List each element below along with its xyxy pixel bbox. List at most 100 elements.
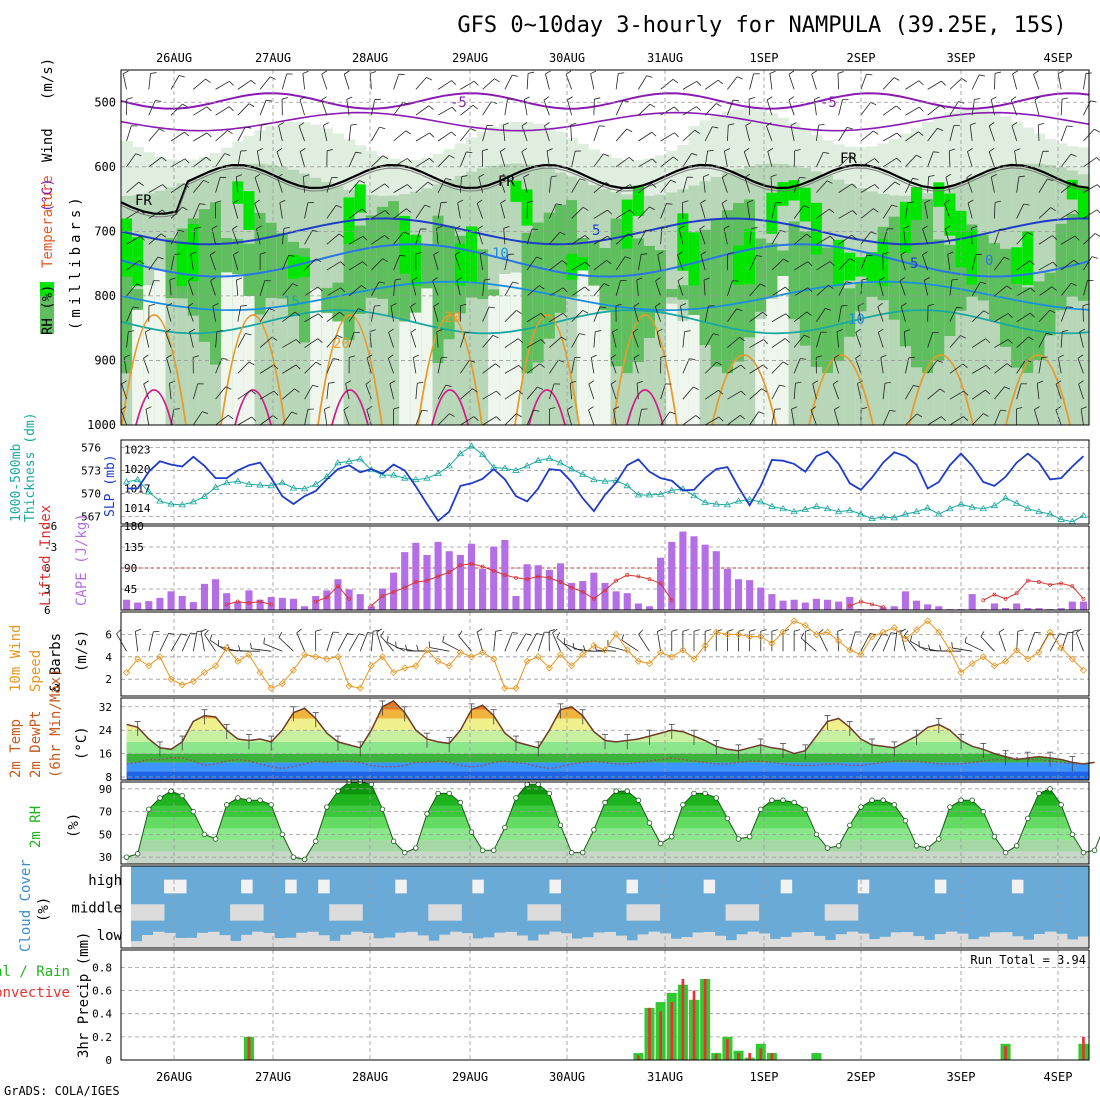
wind10m-speed-point: [301, 650, 309, 659]
upper-wind-barb-flag: [851, 234, 857, 240]
wind10m-barb-flag: [536, 633, 543, 636]
wind10m-barb-flag: [671, 629, 678, 632]
upper-wind-barb: [370, 281, 380, 297]
cloud-middle-gap: [252, 904, 264, 921]
upper-wind-barb-flag: [318, 313, 323, 319]
rh-point: [190, 808, 197, 815]
upper-wind-barb-flag: [855, 328, 862, 333]
upper-wind-barb: [460, 416, 475, 426]
li-point: [369, 603, 374, 608]
upper-wind-barb-flag: [366, 406, 373, 410]
upper-wind-barb: [482, 335, 494, 348]
cape-bar: [412, 542, 420, 610]
upper-wind-barb: [988, 151, 995, 167]
rh-point: [557, 822, 564, 828]
upper-wind-barb-flag: [323, 122, 329, 126]
upper-wind-barb-flag: [449, 154, 455, 159]
upper-wind-barb-flag: [340, 287, 346, 293]
rh-point: [279, 831, 286, 838]
upper-wind-barb: [1060, 235, 1076, 245]
upper-wind-barb-flag: [1057, 70, 1064, 75]
upper-wind-barb: [1079, 331, 1084, 348]
upper-wind-barb: [704, 103, 717, 116]
cloud-low-gap: [824, 940, 837, 948]
wind10m-barb: [181, 632, 191, 652]
rh-point: [1091, 847, 1098, 854]
wind10m-speed-point: [178, 681, 186, 689]
wind10m-barb: [980, 636, 995, 652]
upper-wind-barb: [860, 130, 874, 142]
upper-wind-barb: [927, 360, 938, 374]
upper-wind-barb: [949, 390, 964, 400]
upper-wind-barb-flag: [521, 122, 528, 127]
wind10m-speed-point: [723, 630, 731, 638]
cloud-middle-gap: [340, 904, 352, 921]
rh-band-bright: [566, 253, 578, 280]
li-point: [1081, 596, 1086, 601]
rh-point: [691, 790, 697, 797]
upper-wind-barb-flag: [622, 100, 629, 103]
wind10m-barb-flag: [296, 628, 302, 634]
upper-wind-barb-flag: [591, 354, 597, 358]
upper-wind-barb: [838, 127, 848, 142]
upper-wind-barb-flag: [927, 303, 934, 307]
upper-wind-barb: [860, 184, 875, 193]
cloud-middle-gap: [725, 904, 738, 921]
wind10m-speed-point: [134, 655, 142, 663]
upper-wind-barb-flag: [607, 235, 613, 241]
wind10m-speed-point: [712, 628, 720, 636]
rh-band-dark: [543, 212, 556, 339]
upper-wind-barb: [504, 413, 517, 426]
upper-wind-barb: [810, 409, 817, 426]
upper-wind-barb-flag: [806, 311, 812, 316]
cloud-low-gap: [406, 931, 418, 948]
upper-wind-barb-flag: [882, 252, 889, 255]
upper-wind-barb: [749, 283, 761, 297]
upper-wind-barb: [521, 151, 528, 167]
wind10m-barb: [998, 632, 1006, 652]
upper-wind-barb: [838, 210, 853, 219]
upper-wind-barb-flag: [660, 355, 667, 358]
thickness-point: [601, 477, 609, 484]
upper-wind-barb-flag: [666, 203, 673, 205]
precip-tick-label: 0.2: [92, 1031, 112, 1044]
upper-wind-barb: [1083, 157, 1097, 168]
cloud-middle-gap: [131, 904, 143, 921]
upper-wind-barb-flag: [1018, 175, 1025, 178]
upper-wind-barb-flag: [178, 229, 185, 233]
upper-wind-barb-flag: [889, 409, 896, 412]
rh-band-dark: [666, 289, 678, 298]
wind10m-barb-flag: [928, 644, 931, 651]
upper-wind-barb-flag: [1096, 184, 1100, 188]
upper-wind-barb-flag: [825, 307, 832, 311]
thickness-point: [312, 480, 320, 487]
upper-wind-barb: [903, 228, 906, 245]
upper-wind-barb: [566, 409, 573, 426]
rh-point: [924, 845, 931, 851]
upper-wind-barb: [237, 416, 252, 426]
thickness-point: [1046, 510, 1054, 517]
rh-band-dry: [421, 288, 434, 425]
upper-wind-barb-flag: [384, 210, 390, 215]
cloud-high-gap: [1011, 879, 1024, 894]
cape-bar: [234, 601, 242, 610]
rh-band-mid: [176, 183, 189, 425]
rh-band-dry: [510, 272, 523, 425]
upper-wind-barb: [192, 383, 199, 400]
thickness-point: [935, 510, 943, 517]
wind10m-barb-flag: [476, 628, 483, 633]
wind10m-barb: [116, 633, 127, 652]
wind10m-barb: [1060, 632, 1069, 652]
wind10m-barb-flag: [1034, 632, 1041, 634]
upper-wind-barb-flag: [1006, 285, 1012, 290]
wind10m-speed-point: [490, 655, 498, 663]
upper-wind-barb-flag: [967, 147, 973, 152]
wind10m-barb: [1027, 632, 1036, 652]
wind10m-speed-point: [312, 653, 320, 661]
contour-label: 10: [848, 312, 865, 328]
upper-wind-barb: [905, 80, 920, 90]
date-label-bottom: 31AUG: [647, 1070, 683, 1084]
rh-band-dark: [888, 216, 901, 320]
upper-wind-barb: [654, 306, 662, 322]
wind10m-speed-point: [679, 646, 687, 654]
